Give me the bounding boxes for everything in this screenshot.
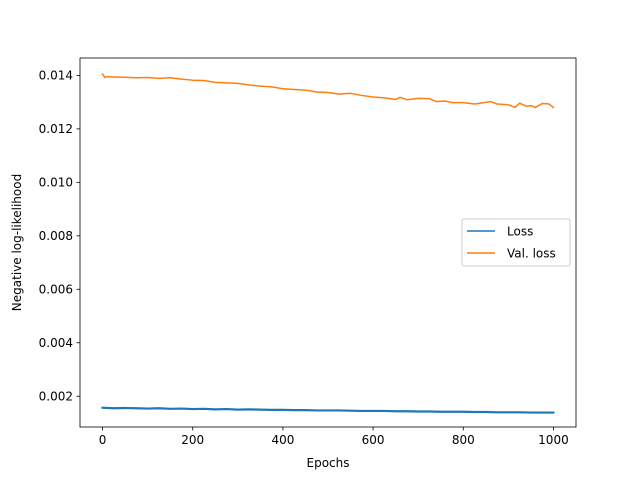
x-tick-label: 1000 (538, 433, 569, 447)
x-axis-ticks: 0 200 400 600 800 1000 (99, 427, 569, 447)
series-line-loss (101, 406, 555, 414)
legend: Loss Val. loss (461, 218, 571, 267)
y-axis-ticks: 0.002 0.004 0.006 0.008 0.010 0.012 0.014 (39, 68, 80, 403)
x-tick-label: 400 (271, 433, 294, 447)
y-tick-label: 0.004 (39, 336, 73, 350)
legend-label-loss: Loss (507, 225, 533, 239)
x-tick-label: 600 (362, 433, 385, 447)
y-tick-label: 0.012 (39, 122, 73, 136)
x-axis-label: Epochs (307, 456, 350, 470)
x-tick-label: 800 (452, 433, 475, 447)
y-tick-label: 0.002 (39, 389, 73, 403)
y-tick-label: 0.010 (39, 175, 73, 189)
y-tick-label: 0.008 (39, 229, 73, 243)
plot-frame (79, 57, 577, 428)
series-line-val-loss (101, 73, 555, 109)
x-tick-label: 200 (181, 433, 204, 447)
legend-label-val-loss: Val. loss (507, 247, 556, 261)
series-layer (101, 73, 555, 414)
y-axis-label: Negative log-likelihood (10, 174, 24, 311)
y-tick-label: 0.006 (39, 282, 73, 296)
y-tick-label: 0.014 (39, 68, 73, 82)
x-tick-label: 0 (99, 433, 107, 447)
